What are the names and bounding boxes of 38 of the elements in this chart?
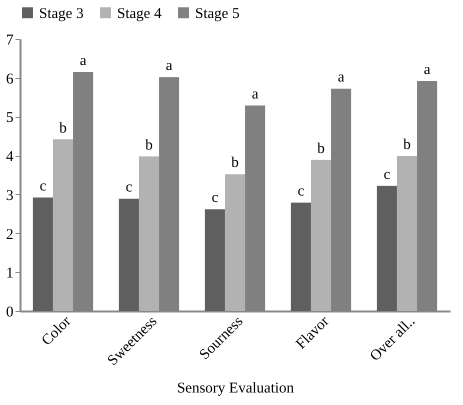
bar [396, 156, 418, 311]
y-tick-label: 2 [6, 226, 14, 243]
y-tick-label: 1 [6, 266, 14, 282]
data-label: b [403, 136, 411, 153]
x-axis-title: Sensory Evaluation [176, 380, 295, 396]
x-tick-label: Over all.. [367, 314, 418, 365]
data-label: b [231, 155, 239, 172]
y-tick-label: 7 [6, 32, 14, 48]
data-label: c [212, 190, 219, 206]
data-label: b [59, 120, 67, 136]
y-tick-label: 6 [6, 71, 14, 88]
legend-label: Stage 5 [195, 6, 240, 22]
legend-label: Stage 3 [39, 6, 84, 22]
y-tick-label: 3 [6, 188, 14, 204]
bar [310, 160, 332, 311]
data-label: c [384, 166, 391, 183]
data-label: a [166, 58, 173, 74]
data-label: a [252, 86, 259, 102]
data-label: b [317, 140, 325, 157]
y-tick-label: 0 [6, 304, 14, 320]
bar [32, 198, 53, 311]
y-tick-label: 5 [6, 110, 14, 126]
bar [224, 174, 246, 311]
data-label: c [40, 178, 47, 195]
bar [290, 202, 311, 311]
bar [204, 209, 225, 311]
data-label: b [145, 137, 153, 154]
data-label: a [338, 70, 345, 86]
data-label: c [126, 180, 133, 196]
legend-label: Stage 4 [117, 6, 162, 22]
data-label: a [80, 53, 87, 70]
data-label: a [424, 62, 431, 78]
y-tick-label: 4 [6, 149, 14, 166]
bar [138, 156, 160, 311]
bar [376, 186, 397, 311]
data-label: c [298, 184, 305, 200]
bar [52, 139, 74, 311]
bar [118, 198, 139, 311]
